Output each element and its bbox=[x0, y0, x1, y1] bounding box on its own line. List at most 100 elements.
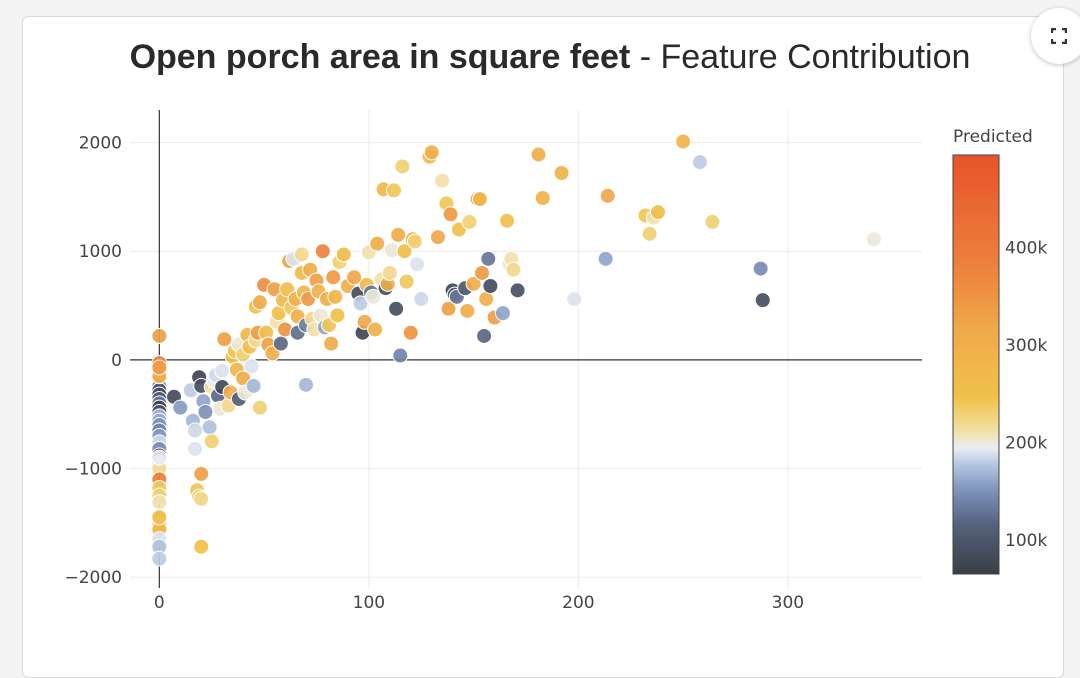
data-point bbox=[440, 300, 457, 317]
data-point bbox=[172, 399, 189, 416]
data-point bbox=[335, 246, 352, 263]
data-point bbox=[197, 404, 214, 421]
data-point bbox=[293, 246, 310, 263]
data-point bbox=[474, 264, 490, 281]
data-point bbox=[406, 233, 423, 250]
data-point bbox=[482, 277, 499, 294]
chart-card bbox=[22, 16, 1064, 678]
colorbar-gradient bbox=[952, 154, 1000, 575]
data-point bbox=[392, 347, 409, 364]
y-tick-label: −1000 bbox=[64, 460, 122, 480]
data-point bbox=[151, 509, 168, 526]
y-tick-label: 2000 bbox=[79, 134, 122, 154]
data-point bbox=[650, 204, 666, 221]
data-point bbox=[193, 490, 210, 507]
data-point bbox=[691, 154, 708, 171]
chart-title: Open porch area in square feet - Feature… bbox=[0, 38, 1080, 77]
data-point bbox=[442, 206, 459, 223]
colorbar-tick-label: 400k bbox=[1005, 239, 1047, 259]
y-axis-ticks: 2000 1000 0 −1000 −2000 bbox=[64, 134, 122, 589]
x-tick-label: 0 bbox=[154, 593, 165, 613]
data-point bbox=[402, 324, 419, 341]
data-point bbox=[329, 307, 346, 324]
scatter-plot: 0 100 200 300 2000 1000 0 −1000 −2000 Predicted… bbox=[64, 110, 1047, 613]
data-point bbox=[346, 269, 363, 286]
data-point bbox=[272, 335, 289, 352]
data-point bbox=[599, 187, 616, 204]
data-point bbox=[390, 226, 407, 243]
chart-title-suffix: - Feature Contribution bbox=[630, 38, 971, 76]
y-tick-label: −2000 bbox=[64, 568, 122, 588]
data-point bbox=[641, 225, 658, 242]
colorbar-tick-label: 100k bbox=[1005, 531, 1047, 551]
data-point bbox=[201, 419, 218, 436]
data-point bbox=[465, 275, 482, 292]
data-point bbox=[186, 440, 203, 457]
data-point bbox=[151, 327, 168, 344]
data-point bbox=[367, 321, 384, 338]
data-point bbox=[151, 494, 168, 511]
data-point bbox=[193, 538, 210, 555]
data-point bbox=[245, 377, 262, 394]
data-point bbox=[243, 358, 260, 375]
data-point bbox=[534, 189, 551, 206]
data-point bbox=[216, 331, 233, 348]
colorbar-tick-label: 200k bbox=[1005, 433, 1047, 453]
colorbar-tick-label: 300k bbox=[1005, 336, 1047, 356]
data-point bbox=[151, 550, 168, 567]
data-point bbox=[566, 291, 583, 308]
fullscreen-expand-icon bbox=[1051, 28, 1067, 44]
data-point bbox=[434, 172, 451, 189]
data-point bbox=[754, 292, 771, 309]
data-point bbox=[509, 282, 526, 299]
data-point bbox=[865, 231, 882, 248]
data-point bbox=[352, 295, 369, 312]
colorbar-title: Predicted bbox=[953, 127, 1033, 147]
data-point bbox=[365, 288, 382, 305]
data-point bbox=[430, 229, 446, 246]
data-point bbox=[505, 261, 522, 278]
data-point bbox=[381, 264, 398, 281]
data-point bbox=[151, 359, 168, 376]
data-point bbox=[394, 158, 411, 175]
data-point bbox=[193, 465, 210, 482]
data-point bbox=[298, 376, 314, 393]
data-point bbox=[675, 133, 692, 150]
x-tick-label: 200 bbox=[562, 593, 594, 613]
y-tick-label: 0 bbox=[111, 351, 122, 371]
data-point bbox=[471, 191, 488, 208]
data-point bbox=[461, 213, 478, 230]
data-point bbox=[314, 243, 331, 260]
x-tick-label: 100 bbox=[353, 593, 385, 613]
data-points bbox=[151, 133, 882, 567]
data-point bbox=[251, 294, 268, 311]
data-point bbox=[597, 250, 614, 267]
data-point bbox=[704, 213, 721, 230]
data-point bbox=[752, 260, 769, 277]
data-point bbox=[251, 399, 268, 416]
data-point bbox=[423, 144, 440, 161]
y-tick-label: 1000 bbox=[79, 242, 122, 262]
data-point bbox=[480, 250, 497, 267]
data-point bbox=[325, 269, 342, 286]
expand-button[interactable] bbox=[1031, 8, 1080, 64]
data-point bbox=[386, 182, 402, 199]
data-point bbox=[203, 433, 220, 450]
data-point bbox=[530, 146, 547, 163]
data-point bbox=[214, 362, 231, 379]
data-point bbox=[323, 335, 340, 352]
data-point bbox=[396, 243, 413, 260]
data-point bbox=[499, 212, 516, 229]
data-point bbox=[494, 305, 511, 322]
data-point bbox=[409, 256, 426, 273]
data-point bbox=[369, 235, 386, 252]
data-point bbox=[413, 291, 430, 308]
data-point bbox=[186, 422, 203, 439]
data-point bbox=[151, 449, 168, 466]
data-point bbox=[459, 302, 476, 319]
x-axis-ticks: 0 100 200 300 bbox=[154, 593, 804, 613]
colorbar: Predicted 100k 200k 300k 400k bbox=[952, 127, 1047, 575]
data-point bbox=[388, 300, 405, 317]
data-point bbox=[476, 327, 493, 344]
data-point bbox=[553, 165, 570, 182]
